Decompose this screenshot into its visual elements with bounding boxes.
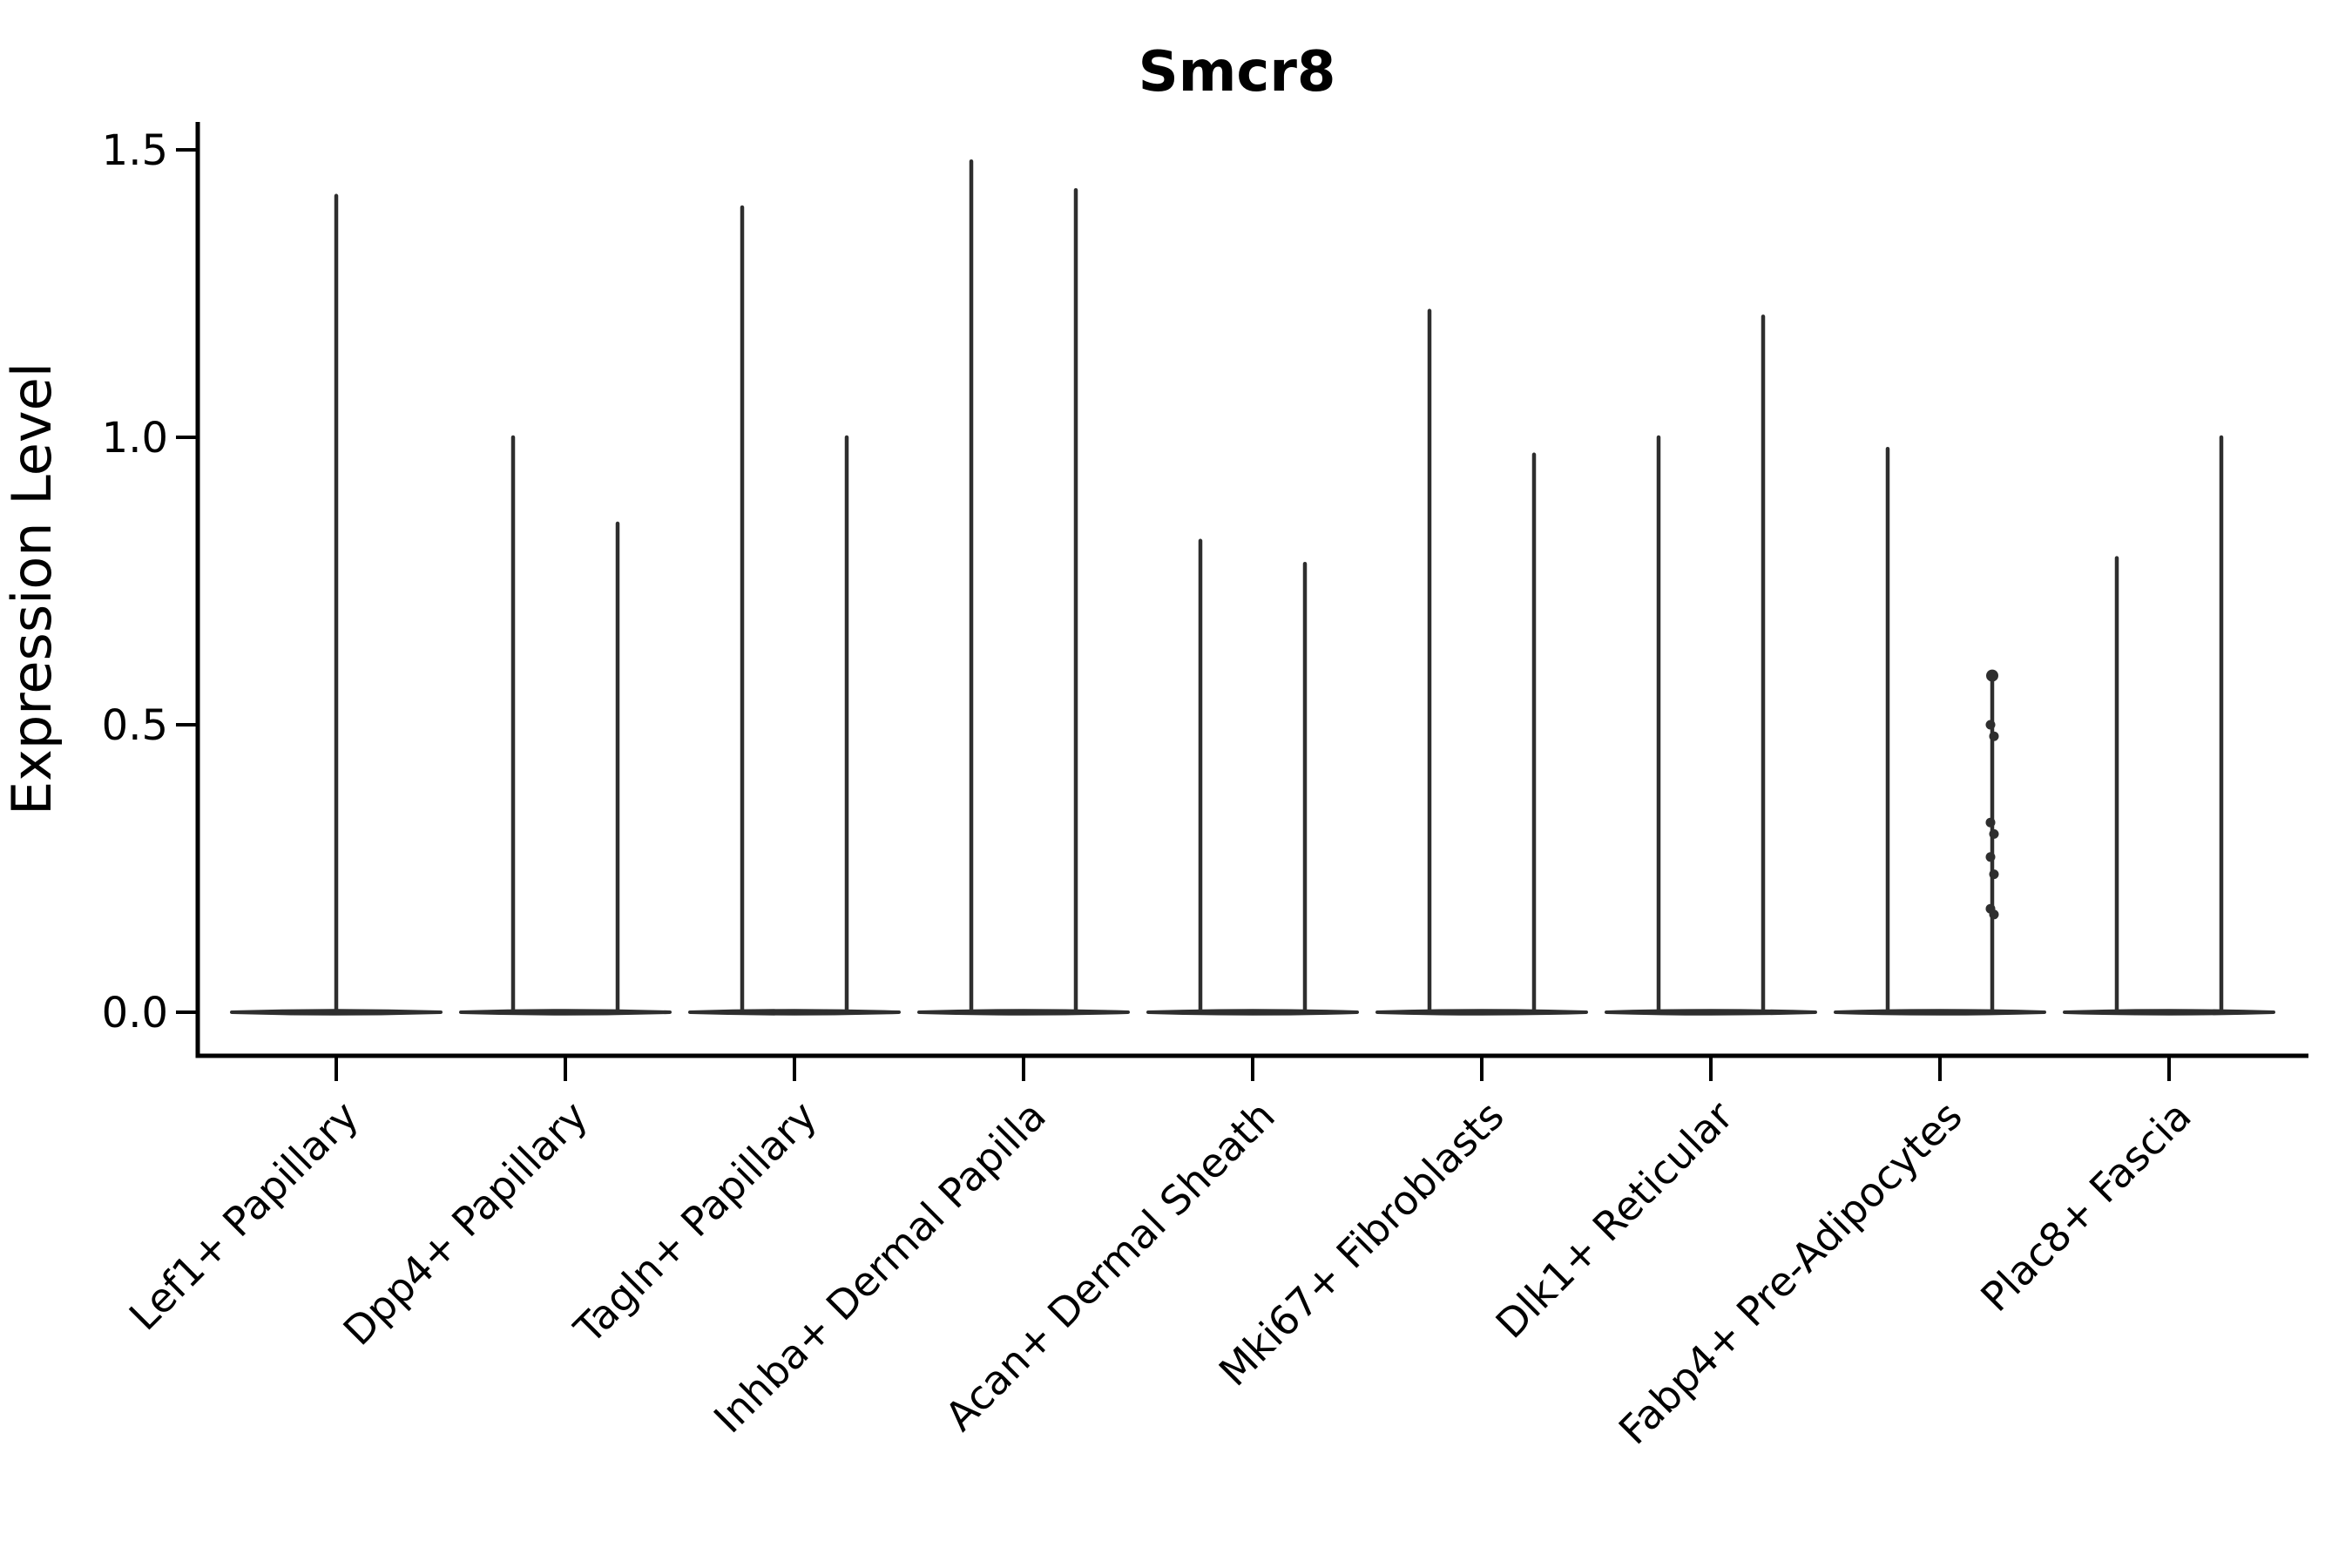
x-tick-label: Plac8+ Fascia: [1971, 1092, 2200, 1321]
violin-base: [1375, 1009, 1588, 1016]
plot-title: Smcr8: [1139, 40, 1336, 105]
violin: [459, 435, 672, 1016]
violins-layer: [230, 159, 2275, 1016]
violin-base: [917, 1009, 1130, 1016]
violin: [917, 159, 1130, 1016]
x-tick-label: Tagln+ Papillary: [564, 1092, 826, 1354]
y-tick-label: 0.5: [102, 701, 168, 750]
violin: [688, 205, 901, 1016]
violin: [1146, 538, 1359, 1016]
violin-base: [459, 1009, 672, 1016]
violin-base: [688, 1009, 901, 1016]
y-tick-label: 1.5: [102, 126, 168, 175]
jitter-point: [1989, 731, 1999, 741]
spike-cap-point: [1986, 669, 1998, 682]
jitter-point: [1985, 720, 1996, 730]
violin: [1375, 308, 1588, 1016]
violin-base: [1146, 1009, 1359, 1016]
violin-base: [1605, 1009, 1817, 1016]
jitter-point: [1989, 909, 1999, 920]
x-tick-label: Lef1+ Papillary: [120, 1092, 368, 1340]
violin: [1605, 314, 1817, 1016]
y-axis-label: Expression Level: [0, 362, 64, 815]
x-tick-label: Dpp4+ Papillary: [335, 1092, 597, 1355]
violin: [230, 193, 443, 1016]
x-tick-label: Dlk1+ Reticular: [1487, 1092, 1742, 1348]
y-tick-label: 0.0: [102, 989, 168, 1037]
violin-base: [1834, 1009, 2046, 1016]
jitter-point: [1989, 828, 1999, 839]
violin: [1834, 446, 2046, 1016]
y-tick-label: 1.0: [102, 414, 168, 463]
jitter-point: [1989, 869, 1999, 880]
jitter-point: [1985, 817, 1996, 828]
violin-base: [2063, 1009, 2275, 1016]
jitter-point: [1985, 852, 1996, 862]
violin: [2063, 435, 2275, 1016]
